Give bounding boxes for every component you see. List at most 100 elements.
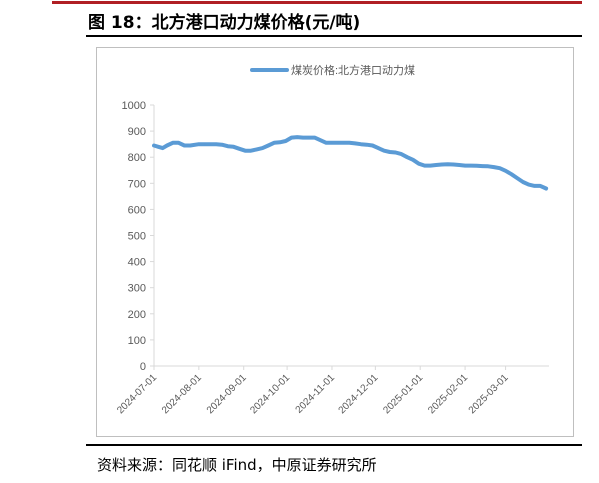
x-tick-label: 2024-07-01 [115, 372, 159, 416]
data-point [290, 136, 293, 139]
data-point [446, 163, 449, 165]
data-point [342, 142, 345, 144]
data-point [487, 165, 490, 168]
y-tick-label: 800 [128, 152, 146, 164]
data-point [157, 146, 160, 148]
data-point [499, 167, 501, 169]
data-point [319, 139, 322, 141]
data-point [458, 164, 461, 166]
y-axis: 0 100 200 300 400 500 600 700 800 900 1000 [122, 100, 155, 373]
data-point [504, 170, 507, 172]
data-point [296, 136, 298, 138]
data-point [400, 153, 403, 155]
data-point [189, 144, 191, 147]
data-point [177, 142, 180, 144]
data-point [331, 142, 333, 144]
data-point [221, 143, 223, 146]
y-tick-label: 200 [128, 309, 146, 321]
y-tick-label: 700 [128, 178, 146, 190]
data-point [481, 165, 484, 167]
data-point [418, 162, 420, 165]
data-point [209, 143, 212, 145]
data-point [337, 142, 339, 144]
data-point [383, 149, 385, 152]
data-point [470, 164, 472, 167]
data-point [161, 147, 164, 149]
data-point [238, 148, 241, 150]
data-point [423, 164, 426, 167]
data-point [394, 151, 397, 154]
x-tick-label: 2025-03-01 [467, 372, 511, 416]
x-tick-label: 2024-10-01 [248, 372, 292, 416]
x-tick-label: 2024-09-01 [205, 372, 249, 416]
data-point [371, 144, 374, 147]
y-tick-label: 300 [128, 283, 146, 295]
y-tick-label: 600 [128, 204, 146, 216]
y-tick-label: 100 [128, 335, 146, 347]
data-point [527, 183, 530, 186]
data-point [522, 181, 524, 183]
data-point [198, 143, 200, 145]
data-point [389, 151, 391, 153]
x-tick-label: 2024-11-01 [294, 372, 338, 416]
data-point [261, 147, 264, 149]
data-point [166, 144, 168, 147]
series-line [152, 135, 549, 191]
chart-frame: 煤炭价格:北方港口动力煤 0 100 200 300 400 500 600 700 800 90… [96, 47, 574, 437]
series-points [153, 136, 547, 190]
data-point [279, 141, 281, 144]
data-point [452, 163, 455, 166]
data-point [348, 142, 351, 144]
source-note: 资料来源：同花顺 iFind，中原证券研究所 [97, 456, 377, 474]
x-tick-label: 2025-01-01 [381, 372, 425, 416]
line-chart: 煤炭价格:北方港口动力煤 0 100 200 300 400 500 600 700 800 90… [115, 63, 549, 416]
data-point [227, 145, 229, 147]
x-tick-label: 2024-08-01 [160, 372, 204, 416]
data-point [377, 147, 380, 149]
data-point [308, 136, 310, 139]
data-point [183, 144, 186, 147]
y-tick-label: 500 [128, 231, 146, 243]
data-point [325, 142, 327, 144]
data-point [273, 142, 275, 144]
accent-top-rule [52, 1, 582, 4]
data-point [153, 144, 155, 147]
data-point [493, 166, 495, 168]
y-tick-label: 0 [140, 361, 146, 373]
data-point [464, 164, 466, 167]
x-axis: 2024-07-01 2024-08-01 2024-09-01 2024-10-01… [115, 365, 549, 416]
y-tick-label: 1000 [122, 100, 146, 112]
data-point [365, 143, 368, 146]
data-point [516, 177, 518, 179]
data-point [429, 164, 432, 167]
data-point [284, 140, 287, 142]
data-point [533, 185, 536, 187]
data-point [475, 165, 478, 167]
x-tick-label: 2024-12-01 [337, 372, 381, 416]
data-point [203, 143, 206, 145]
data-point [302, 136, 304, 139]
data-point [250, 149, 252, 152]
source-divider [86, 444, 582, 446]
data-point [255, 148, 258, 151]
data-point [172, 142, 174, 144]
data-point [406, 156, 409, 158]
data-point [545, 187, 547, 190]
data-point [441, 163, 443, 166]
legend-label: 煤炭价格:北方港口动力煤 [291, 63, 415, 77]
data-point [354, 142, 356, 145]
data-point [232, 146, 235, 148]
data-point [244, 149, 246, 152]
title-divider [86, 35, 582, 37]
data-point [215, 143, 217, 145]
y-tick-label: 400 [128, 257, 146, 269]
figure-title: 图 18：北方港口动力煤价格(元/吨) [88, 13, 361, 33]
data-point [360, 143, 362, 145]
data-point [412, 159, 414, 161]
data-point [267, 144, 270, 147]
data-point [510, 173, 513, 175]
data-point [313, 136, 316, 139]
y-tick-label: 900 [128, 126, 146, 138]
legend: 煤炭价格:北方港口动力煤 [250, 63, 415, 77]
data-point [435, 164, 437, 166]
